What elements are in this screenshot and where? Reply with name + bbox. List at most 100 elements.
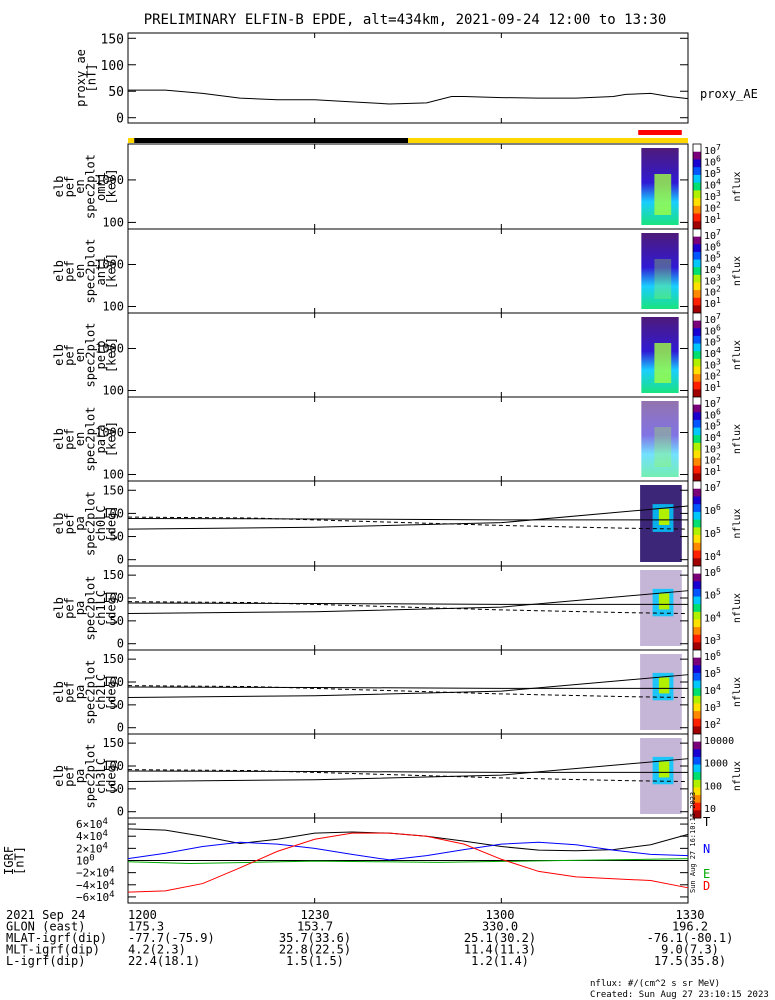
colorbar-tick-label-0: 107	[704, 396, 721, 410]
panel-frame	[127, 312, 689, 398]
orbit-table-cell: 1330	[676, 908, 705, 922]
colorbar-swatch-0	[693, 734, 701, 743]
colorbar-swatch-5	[693, 267, 701, 276]
panel-1-ylabel-line-4: omni	[94, 172, 108, 201]
colorbar-swatch-5	[693, 182, 701, 191]
colorbar-swatch-6	[693, 611, 701, 620]
colorbar-title: nflux	[732, 171, 743, 201]
colorbar-title: nflux	[732, 340, 743, 370]
colorbar-tick-label-0: 107	[704, 480, 721, 494]
colorbar-tick-label-1: 105	[704, 588, 721, 602]
y-tick-label-2: 50	[110, 614, 124, 628]
colorbar-swatch-2	[693, 665, 701, 674]
colorbar-tick-label-3: 104	[704, 430, 721, 444]
panel-1-ylabel-line-3: spec2plot	[84, 154, 98, 219]
y-tick-label-0: 1000	[95, 173, 124, 187]
colorbar-tick-label-0: 106	[704, 649, 721, 663]
colorbar-tick-label-6: 101	[704, 212, 721, 226]
colorbar-swatch-0	[693, 313, 701, 322]
colorbar-title: nflux	[732, 761, 743, 791]
series-line-D	[127, 832, 689, 893]
panel-7-ylabel-line-2: pa	[73, 685, 87, 699]
colorbar-swatch-10	[693, 810, 701, 819]
panel-frame	[127, 396, 689, 482]
colorbar-swatch-1	[693, 657, 701, 666]
figure-title: PRELIMINARY ELFIN-B EPDE, alt=434km, 202…	[144, 12, 667, 28]
colorbar-swatch-10	[693, 389, 701, 398]
series-line-T	[127, 828, 689, 852]
y-tick-label-1: 100	[102, 675, 124, 689]
spectrogram-peak	[654, 427, 672, 467]
orbit-table-cell: 153.7	[297, 920, 333, 934]
y-tick-label-1: 100	[102, 383, 124, 397]
orbit-table-row-4: L-igrf(dip) 22.4(18.1) 1.5(1.5) 1.2(1.4) 17.…	[6, 954, 726, 968]
colorbar-tick-label-6: 101	[704, 296, 721, 310]
panel-5-ylabel-line-5: [deg]	[105, 505, 119, 541]
colorbar-swatch-3	[693, 251, 701, 261]
panel-1-ylabel-line-5: [keV]	[105, 168, 119, 204]
colorbar-swatch-7	[693, 366, 701, 375]
science-zone-marker	[638, 130, 682, 135]
colorbar-swatch-7	[693, 703, 701, 712]
colorbar-tick-label-2: 105	[704, 419, 721, 433]
legend-label-D: D	[703, 879, 710, 893]
colorbar-tick-label-3: 104	[704, 549, 721, 563]
colorbar-swatch-4	[693, 259, 701, 268]
colorbar-swatch-10	[693, 726, 701, 735]
colorbar-swatch-8	[693, 627, 701, 636]
colorbar-swatch-1	[693, 488, 701, 497]
orbit-table-cell: 4.2(2.3)	[128, 943, 186, 957]
panel-3: 1000100elbpefenspec2plotperp[keV]1071061…	[52, 312, 743, 398]
panel-6-ylabel-line-0: elb	[52, 597, 66, 619]
panel-8-ylabel-line-1: pef	[63, 765, 77, 787]
orbit-table-cell: 330.0	[482, 920, 518, 934]
loss-cone-upper	[127, 770, 688, 773]
panel-7-ylabel-line-5: [deg]	[105, 674, 119, 710]
orbit-table-cell: 9.0(7.3)	[661, 943, 719, 957]
y-tick-label-3: 0	[117, 805, 124, 819]
y-tick-label-1: 100	[102, 506, 124, 520]
colorbar-swatch-7	[693, 787, 701, 796]
orbit-table-cell: 1230	[301, 908, 330, 922]
panel-frame	[127, 480, 689, 567]
series-line-E	[127, 858, 689, 865]
orbit-table-row-2: MLAT-igrf(dip) -77.7(-75.9) 35.7(33.6) 25.1…	[6, 931, 733, 945]
panel-5-ylabel-line-3: spec2plot	[84, 491, 98, 556]
y-tick-label-2: 50	[110, 530, 124, 544]
colorbar-swatch-7	[693, 619, 701, 628]
colorbar-swatch-0	[693, 566, 701, 575]
orbit-table-cell: 22.8(22.5)	[279, 943, 351, 957]
colorbar-swatch-4	[693, 596, 701, 605]
y-tick-label-0: 150	[102, 568, 124, 582]
panels: 050100150proxy_ae[nT]proxy_AE1000100elbp…	[2, 32, 758, 904]
anti-loss-cone	[127, 601, 689, 615]
loss-cone-upper	[127, 686, 688, 689]
colorbar-frame	[692, 733, 702, 819]
y-tick-label-6: −6×104	[76, 890, 115, 904]
colorbar-swatch-8	[693, 711, 701, 720]
panel-6-ylabel-line-2: pa	[73, 601, 87, 615]
colorbar-tick-label-0: 107	[704, 228, 721, 242]
colorbar-swatch-5	[693, 435, 701, 444]
colorbar-tick-label-1: 106	[704, 155, 721, 169]
pa-peak	[658, 508, 670, 525]
spectrogram-peak	[654, 174, 672, 215]
panel-7-ylabel-line-1: pef	[63, 681, 77, 703]
panel-4-ylabel-line-2: en	[73, 432, 87, 446]
y-tick-label-3: 0	[117, 721, 124, 735]
orbit-bar-segment-0	[128, 138, 135, 143]
panel-6-ylabel-line-5: [deg]	[105, 590, 119, 626]
panel-8-ylabel-line-0: elb	[52, 765, 66, 787]
orbit-table-cell: 196.2	[672, 920, 708, 934]
legend-label-N: N	[703, 842, 710, 856]
colorbar-tick-label-3: 10	[704, 804, 716, 815]
anti-loss-cone	[127, 769, 689, 783]
colorbar-swatch-1	[693, 404, 701, 413]
colorbar-swatch-5	[693, 604, 701, 613]
y-tick-label-0: 1000	[95, 257, 124, 271]
y-tick-label-2: 2×104	[76, 841, 108, 855]
loss-cone-upper	[127, 517, 688, 521]
orbit-table-row-label: GLON (east)	[6, 920, 85, 934]
colorbar-swatch-8	[693, 458, 701, 467]
